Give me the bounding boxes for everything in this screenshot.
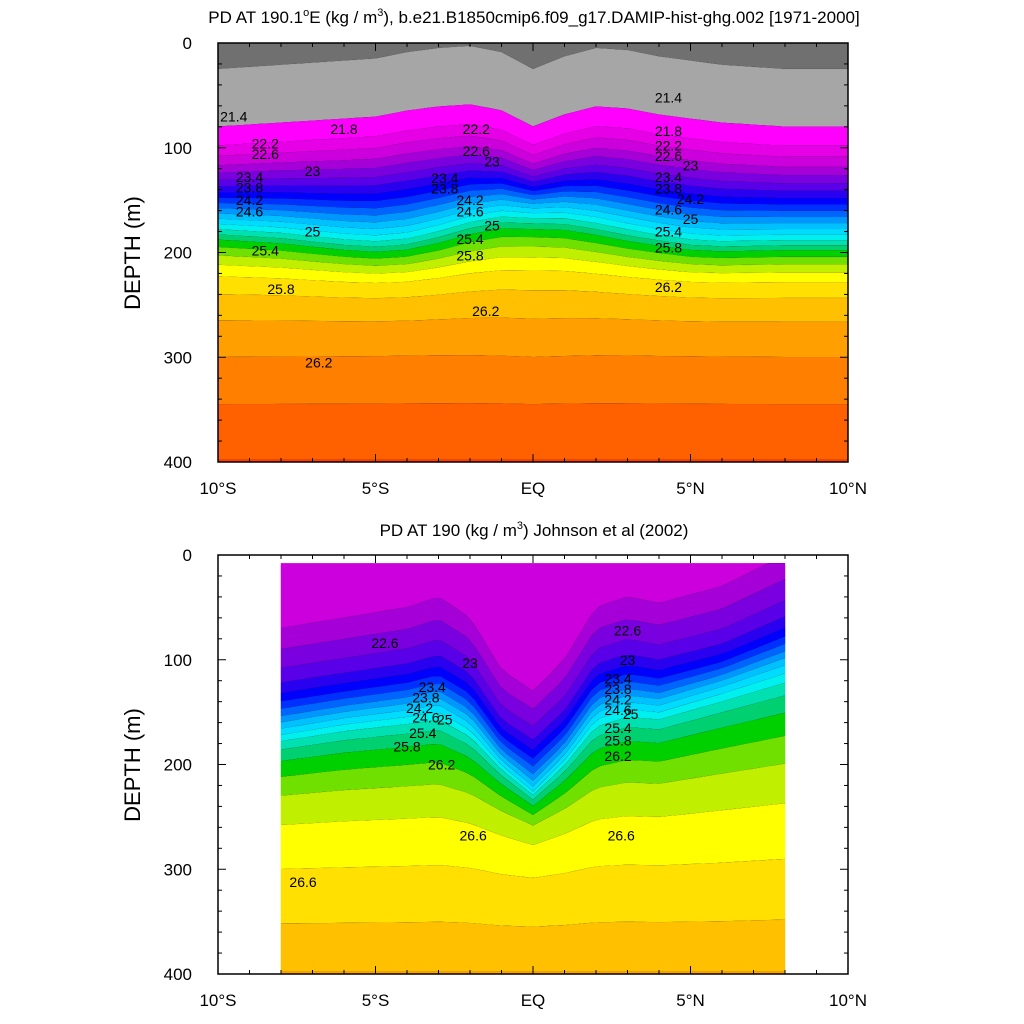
panel-ghg-model: PD AT 190.1oE (kg / m3), b.e21.B1850cmip… — [120, 7, 867, 498]
contour-label: 23.4 — [604, 671, 631, 687]
contour-label: 22.6 — [614, 622, 641, 638]
contour-label: 23.4 — [236, 169, 263, 185]
contour-label: 23.8 — [655, 181, 682, 197]
contour-label: 24.2 — [236, 192, 263, 208]
contour-label: 25.8 — [267, 281, 294, 297]
contour-label: 22.6 — [252, 146, 279, 162]
contour-label: 23 — [620, 652, 636, 668]
contour-labels: 21.421.822.222.62323.423.824.224.62525.4… — [220, 89, 704, 370]
contour-label: 21.8 — [330, 121, 357, 137]
contour-label: 22.6 — [463, 143, 490, 159]
y-tick-label: 100 — [164, 651, 192, 670]
y-tick-label: 0 — [183, 34, 192, 53]
y-tick-label: 300 — [164, 860, 192, 879]
contour-label: 22.2 — [655, 138, 682, 154]
contour-label: 24.6 — [604, 702, 631, 718]
contour-label: 26.2 — [428, 757, 455, 773]
contour-label: 23 — [462, 655, 478, 671]
contour-label: 25.8 — [393, 739, 420, 755]
y-tick-label: 400 — [164, 965, 192, 984]
contour-label: 26.6 — [289, 874, 316, 890]
contour-label: 26.2 — [472, 303, 499, 319]
contour-label: 23 — [305, 163, 321, 179]
contour-label: 24.6 — [412, 709, 439, 725]
contour-label: 23.8 — [431, 181, 458, 197]
contour-label: 23 — [683, 158, 699, 174]
contour-labels: 22.62323.423.824.224.62525.425.826.226.6… — [289, 622, 641, 889]
x-tick-label: 10°S — [199, 479, 236, 498]
contour-label: 26.6 — [460, 828, 487, 844]
x-tick-label: 5°N — [676, 991, 705, 1010]
contour-label: 25.8 — [655, 239, 682, 255]
contour-fills — [280, 563, 786, 975]
contour-label: 26.2 — [655, 279, 682, 295]
contour-label: 26.2 — [604, 748, 631, 764]
contour-label: 23.4 — [419, 679, 446, 695]
contour-label: 23.8 — [236, 180, 263, 196]
contour-label: 25 — [305, 224, 321, 240]
contour-label: 26.6 — [608, 828, 635, 844]
x-tick-label: 5°N — [676, 479, 705, 498]
axes: 10°S 5°S EQ 5°N 10°N 0 100 200 300 400 — [164, 546, 867, 1010]
contour-label: 25.4 — [604, 720, 631, 736]
contour-label: 22.6 — [371, 635, 398, 651]
contour-label: 25.8 — [456, 248, 483, 264]
x-tick-label: 5°S — [362, 991, 390, 1010]
contour-label: 23.8 — [604, 681, 631, 697]
y-tick-label: 100 — [164, 139, 192, 158]
x-tick-label: 10°N — [829, 479, 867, 498]
y-tick-label: 400 — [164, 453, 192, 472]
y-axis-label: DEPTH (m) — [120, 196, 145, 310]
contour-label: 23.4 — [655, 169, 682, 185]
contour-label: 24.2 — [604, 692, 631, 708]
contour-label: 24.2 — [456, 192, 483, 208]
contour-label: 25 — [683, 211, 699, 227]
x-tick-label: EQ — [521, 991, 546, 1010]
contour-label: 23.8 — [412, 689, 439, 705]
contour-band — [217, 317, 849, 358]
contour-fills — [217, 42, 849, 463]
contour-label: 25 — [437, 711, 453, 727]
contour-label: 21.4 — [220, 108, 247, 124]
contour-label: 22.6 — [655, 148, 682, 164]
contour-label: 24.6 — [456, 204, 483, 220]
contour-label: 24.2 — [677, 191, 704, 207]
contour-label: 23 — [484, 153, 500, 169]
contour-label: 24.2 — [406, 700, 433, 716]
x-tick-label: EQ — [521, 479, 546, 498]
contour-label: 24.6 — [655, 202, 682, 218]
contour-label: 23.4 — [431, 170, 458, 186]
contour-band — [280, 919, 786, 973]
contour-band — [217, 403, 849, 461]
contour-label: 21.4 — [655, 89, 682, 105]
chart-title: PD AT 190.1oE (kg / m3), b.e21.B1850cmip… — [208, 7, 859, 27]
contour-label: 25.4 — [252, 242, 279, 258]
contour-label: 22.2 — [252, 136, 279, 152]
contour-label: 26.2 — [305, 354, 332, 370]
x-tick-label: 5°S — [362, 479, 390, 498]
contour-label: 25.8 — [604, 732, 631, 748]
contour-label: 25 — [484, 217, 500, 233]
y-tick-label: 200 — [164, 756, 192, 775]
contour-label: 25.4 — [409, 725, 436, 741]
y-tick-label: 200 — [164, 244, 192, 263]
contour-label: 25 — [623, 706, 639, 722]
contour-label: 25.4 — [655, 224, 682, 240]
contour-label: 22.2 — [463, 121, 490, 137]
x-tick-label: 10°N — [829, 991, 867, 1010]
y-axis-label: DEPTH (m) — [120, 708, 145, 822]
contour-label: 21.8 — [655, 123, 682, 139]
contour-label: 24.6 — [236, 204, 263, 220]
chart-title: PD AT 190 (kg / m3) Johnson et al (2002) — [380, 520, 689, 540]
contour-label: 25.4 — [456, 231, 483, 247]
panel-johnson-obs: PD AT 190 (kg / m3) Johnson et al (2002)… — [120, 520, 867, 1010]
y-tick-label: 300 — [164, 348, 192, 367]
x-tick-label: 10°S — [199, 991, 236, 1010]
axes: 10°S 5°S EQ 5°N 10°N 0 100 200 300 400 — [164, 34, 867, 498]
y-tick-label: 0 — [183, 546, 192, 565]
